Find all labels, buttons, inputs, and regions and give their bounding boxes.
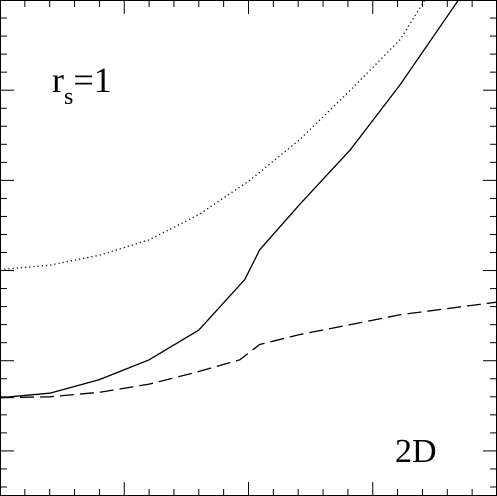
annotation-sub: s	[64, 84, 73, 110]
annotation: rs=1	[52, 60, 112, 110]
annotation-text: r	[52, 60, 64, 100]
annotation: 2D	[395, 433, 437, 470]
line-series	[0, 0, 460, 399]
line-series	[0, 301, 497, 399]
annotation-rest: =1	[73, 60, 111, 100]
